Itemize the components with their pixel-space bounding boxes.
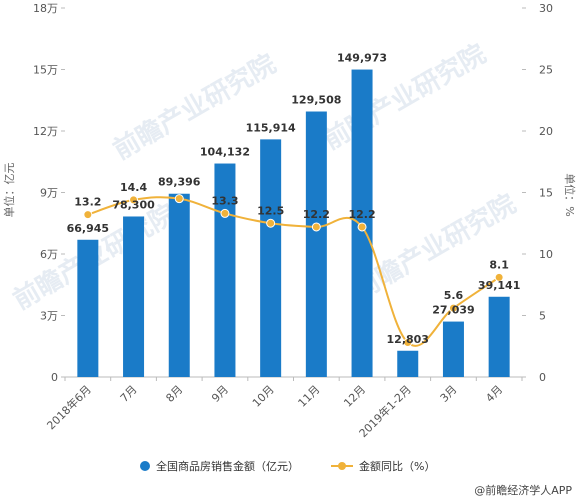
legend-line-marker: [338, 462, 346, 470]
legend-bar-label: 全国商品房销售金额（亿元）: [156, 459, 299, 473]
yoy-point: [174, 194, 184, 204]
x-tick-label: 11月: [296, 383, 323, 410]
yoy-value-label: 12.2: [348, 208, 375, 221]
line-series: [83, 194, 504, 348]
yoy-point: [403, 338, 413, 348]
bar-value-label: 104,132: [200, 146, 250, 159]
y-left-tick-label: 15万: [33, 64, 58, 77]
bar-value-label: 12,803: [387, 333, 429, 346]
y-left-tick-label: 18万: [33, 2, 58, 15]
bar-value-label: 78,300: [112, 198, 155, 211]
bar: [168, 193, 190, 377]
yoy-point: [220, 208, 230, 218]
bar-value-label: 115,914: [246, 121, 296, 134]
y-right-tick-label: 0: [539, 371, 546, 384]
x-tick-label: 7月: [118, 383, 140, 405]
x-tick-label: 8月: [163, 383, 185, 405]
bar-value-label: 66,945: [67, 222, 109, 235]
yoy-point: [448, 303, 458, 313]
legend: 全国商品房销售金额（亿元） 金额同比（%）: [140, 459, 435, 473]
x-tick-label: 10月: [250, 383, 277, 410]
yoy-point: [357, 222, 367, 232]
bar-series: [77, 69, 510, 377]
yoy-value-label: 12.2: [303, 208, 330, 221]
yoy-value-label: 14.4: [120, 181, 147, 194]
bar: [397, 350, 419, 377]
yoy-value-label: 13.2: [74, 196, 101, 209]
y-right-tick-label: 20: [539, 125, 553, 138]
yoy-value-label: 12.5: [257, 204, 284, 217]
y-left-axis-label: 单位：亿元: [2, 163, 16, 218]
y-right-tick-label: 30: [539, 2, 553, 15]
yoy-point: [494, 272, 504, 282]
x-tick-label: 4月: [483, 383, 505, 405]
y-left-tick-label: 12万: [33, 125, 58, 138]
y-left-tick-label: 0: [51, 371, 58, 384]
yoy-value-label: 8.1: [489, 258, 509, 271]
legend-bar-marker: [140, 461, 150, 471]
yoy-point: [266, 218, 276, 228]
yoy-value-label: 13.3: [211, 194, 238, 207]
bar: [77, 239, 99, 377]
x-tick-label: 3月: [438, 383, 460, 405]
bar: [442, 321, 464, 377]
yoy-point: [311, 222, 321, 232]
bar: [488, 296, 510, 377]
bar: [214, 163, 236, 377]
y-left-tick-label: 3万: [40, 310, 58, 323]
bar: [260, 139, 282, 377]
bar: [123, 216, 145, 377]
source-credit: @前瞻经济学人APP: [474, 483, 572, 497]
y-left-tick-label: 6万: [40, 248, 58, 261]
y-right-tick-label: 15: [539, 187, 553, 200]
x-tick-label: 2018年6月: [44, 382, 94, 432]
bar: [305, 111, 327, 377]
legend-line-label: 金额同比（%）: [359, 459, 435, 473]
bar-value-label: 149,973: [337, 52, 387, 65]
y-right-tick-label: 25: [539, 64, 553, 77]
yoy-point: [129, 195, 139, 205]
x-tick-label: 12月: [341, 383, 368, 410]
yoy-point: [83, 210, 93, 220]
y-left-tick-label: 9万: [40, 187, 58, 200]
bar-value-label: 27,039: [432, 304, 474, 317]
bar-value-label: 129,508: [291, 94, 341, 107]
x-tick-label: 9月: [209, 383, 231, 405]
y-right-tick-label: 5: [539, 310, 546, 323]
watermark-text: 前瞻产业研究院: [108, 48, 281, 166]
bar-value-label: 39,141: [478, 279, 520, 292]
y-right-tick-label: 10: [539, 248, 553, 261]
bar-value-label: 89,396: [158, 176, 201, 189]
yoy-value-label: 5.6: [444, 289, 464, 302]
y-right-axis-label: 单位：%: [563, 173, 577, 216]
